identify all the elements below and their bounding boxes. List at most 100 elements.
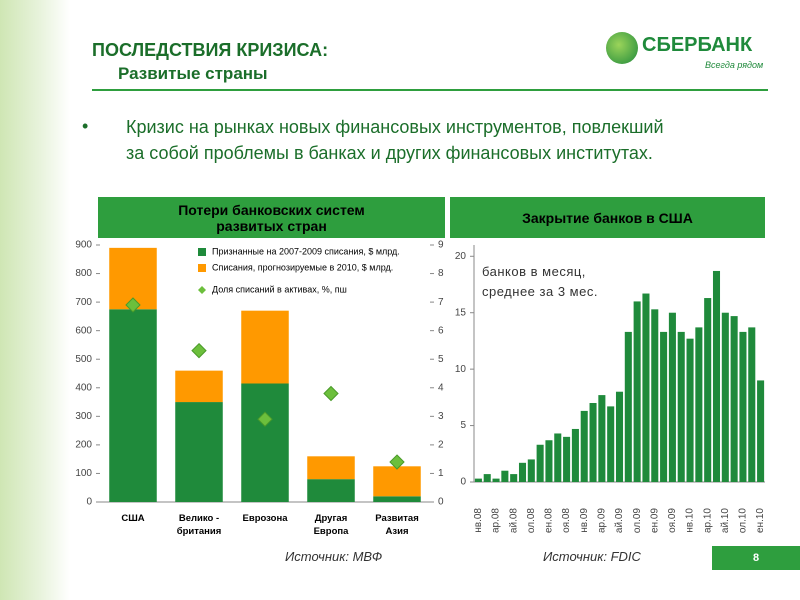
chart-annotation: банков в месяц, среднее за 3 мес.: [482, 264, 598, 299]
y2-tick-label: 2: [438, 440, 444, 451]
y-tick-label: 300: [75, 411, 92, 422]
legend-marker: [198, 264, 206, 272]
bar-segment: [307, 456, 355, 480]
bar: [554, 433, 562, 482]
x-tick-label: ен.10: [755, 508, 766, 533]
bar: [483, 474, 491, 482]
y-tick-label: 500: [75, 354, 92, 365]
y2-tick-label: 3: [438, 411, 444, 422]
slide-title: ПОСЛЕДСТВИЯ КРИЗИСА:: [92, 40, 329, 60]
y-tick-label: 600: [75, 325, 92, 336]
x-tick-label: ен.08: [544, 508, 555, 533]
y-tick-label: 100: [75, 468, 92, 479]
bar: [642, 293, 650, 482]
slide-subtitle: Развитые страны: [118, 64, 268, 83]
bar: [712, 270, 721, 482]
y-tick-label: 0: [86, 497, 92, 508]
y-tick-label: 700: [75, 297, 92, 308]
y-tick-label: 200: [75, 440, 92, 451]
bar: [730, 316, 738, 482]
x-tick-label: ай.08: [508, 508, 519, 533]
legend-marker: [198, 248, 206, 256]
x-tick-label: ол.08: [526, 508, 537, 534]
bar-segment: [175, 402, 223, 502]
legend-label: Списания, прогнозируемые в 2010, $ млрд.: [212, 262, 393, 272]
bar-segment: [175, 370, 223, 403]
bar-segment: [241, 383, 289, 502]
diamond-marker: [257, 411, 273, 427]
x-tick-label: ар.08: [491, 508, 502, 533]
bar: [492, 478, 500, 482]
bar: [686, 338, 694, 482]
x-tick-label: ол.09: [632, 508, 643, 534]
x-tick-label: Развитая Азия: [375, 513, 419, 537]
diamond-marker: [191, 342, 207, 359]
legend-label: Признанные на 2007-2009 списания, $ млрд…: [212, 246, 400, 256]
bar: [660, 331, 668, 482]
bar: [545, 440, 553, 482]
chart-title: Потери банковских систем развитых стран: [98, 197, 445, 238]
bar: [748, 327, 756, 482]
x-tick-label: нв.09: [579, 508, 590, 533]
bar: [624, 331, 632, 482]
source-note: Источник: FDIC: [543, 549, 641, 564]
y-tick-label: 0: [460, 477, 466, 488]
y2-tick-label: 1: [438, 468, 444, 479]
bar-segment: [109, 309, 157, 502]
x-tick-label: ай.09: [614, 508, 625, 533]
bar: [571, 428, 579, 482]
x-tick-label: оя.08: [561, 508, 572, 533]
diamond-marker: [389, 454, 405, 470]
source-note: Источник: МВФ: [285, 549, 383, 564]
bar: [615, 391, 624, 482]
bar-segment: [373, 466, 421, 497]
y-tick-label: 15: [455, 307, 467, 318]
diamond-marker: [323, 385, 339, 402]
x-tick-label: нв.10: [685, 508, 696, 533]
y2-tick-label: 7: [438, 297, 444, 308]
y2-tick-label: 5: [438, 354, 444, 365]
bar: [501, 470, 509, 482]
logo-name: СБЕРБАНК: [642, 34, 753, 56]
bar: [474, 478, 482, 482]
bar-segment: [307, 479, 355, 502]
bar: [589, 403, 597, 482]
bullet-text: Кризис на рынках новых финансовых инстру…: [126, 117, 664, 163]
bar: [563, 436, 571, 482]
y-tick-label: 900: [75, 240, 92, 251]
chart-title: Закрытие банков в США: [450, 197, 765, 238]
title-rule: [92, 89, 768, 91]
diamond-marker: [125, 297, 141, 313]
bar: [721, 312, 729, 482]
y-tick-label: 20: [455, 251, 467, 262]
bar-segment: [241, 310, 289, 384]
legend-label: Доля списаний в активах, %, пш: [212, 284, 347, 294]
x-tick-label: нв.08: [473, 508, 484, 533]
bar: [739, 331, 747, 482]
chart-title-text: Потери банковских систем развитых стран: [178, 201, 365, 234]
bar: [677, 331, 685, 482]
bullet-mark: •: [82, 116, 89, 136]
bar: [695, 327, 703, 482]
bar: [633, 301, 641, 482]
bar-segment: [373, 496, 421, 502]
y-tick-label: 10: [455, 364, 467, 375]
logo-slogan: Всегда рядом: [705, 60, 764, 70]
x-tick-label: Велико - британия: [176, 513, 222, 537]
bar: [757, 380, 765, 482]
bar: [536, 444, 544, 482]
y2-tick-label: 0: [438, 497, 444, 508]
x-tick-label: оя.09: [667, 508, 678, 533]
legend-marker: [198, 286, 206, 294]
y2-tick-label: 4: [438, 382, 444, 393]
y2-tick-label: 8: [438, 268, 444, 279]
y-tick-label: 400: [75, 382, 92, 393]
bar: [527, 459, 535, 482]
bar: [598, 395, 606, 482]
bar: [518, 462, 527, 482]
y2-tick-label: 6: [438, 325, 444, 336]
x-tick-label: ар.09: [597, 508, 608, 533]
x-tick-label: ен.09: [649, 508, 660, 533]
bar: [668, 312, 676, 482]
